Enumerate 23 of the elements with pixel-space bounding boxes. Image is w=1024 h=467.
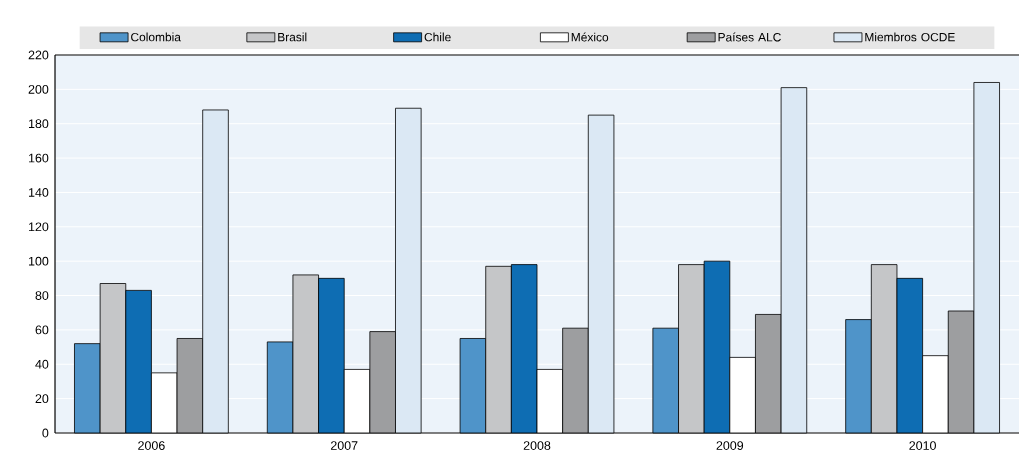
y-tick-label: 200 [28,84,49,94]
x-tick-label: 2007 [330,441,358,450]
y-tick-label: 180 [29,119,49,129]
y-tick-label: 40 [35,359,49,369]
legend-label: Países ALC [718,32,781,42]
x-tick-label: 2010 [909,441,936,450]
y-tick-label: 0 [42,428,49,438]
y-tick-label: 160 [29,153,49,163]
y-tick-label: 80 [35,291,49,300]
y-tick-label: 220 [28,50,49,60]
y-tick-label: 60 [35,325,49,335]
x-tick-label: 2008 [523,441,551,450]
y-tick-label: 100 [29,256,49,266]
y-tick-label: 140 [29,188,49,197]
x-tick-label: 2006 [138,441,165,450]
legend-label: Colombia [131,32,181,42]
y-tick-label: 120 [29,222,49,232]
legend-label: México [571,32,609,42]
legend-label: Chile [424,32,451,42]
y-tick-label: 20 [35,394,49,404]
legend-label: Brasil [278,32,307,42]
legend-label: Miembros OCDE [865,32,955,42]
x-tick-label: 2009 [716,441,744,450]
